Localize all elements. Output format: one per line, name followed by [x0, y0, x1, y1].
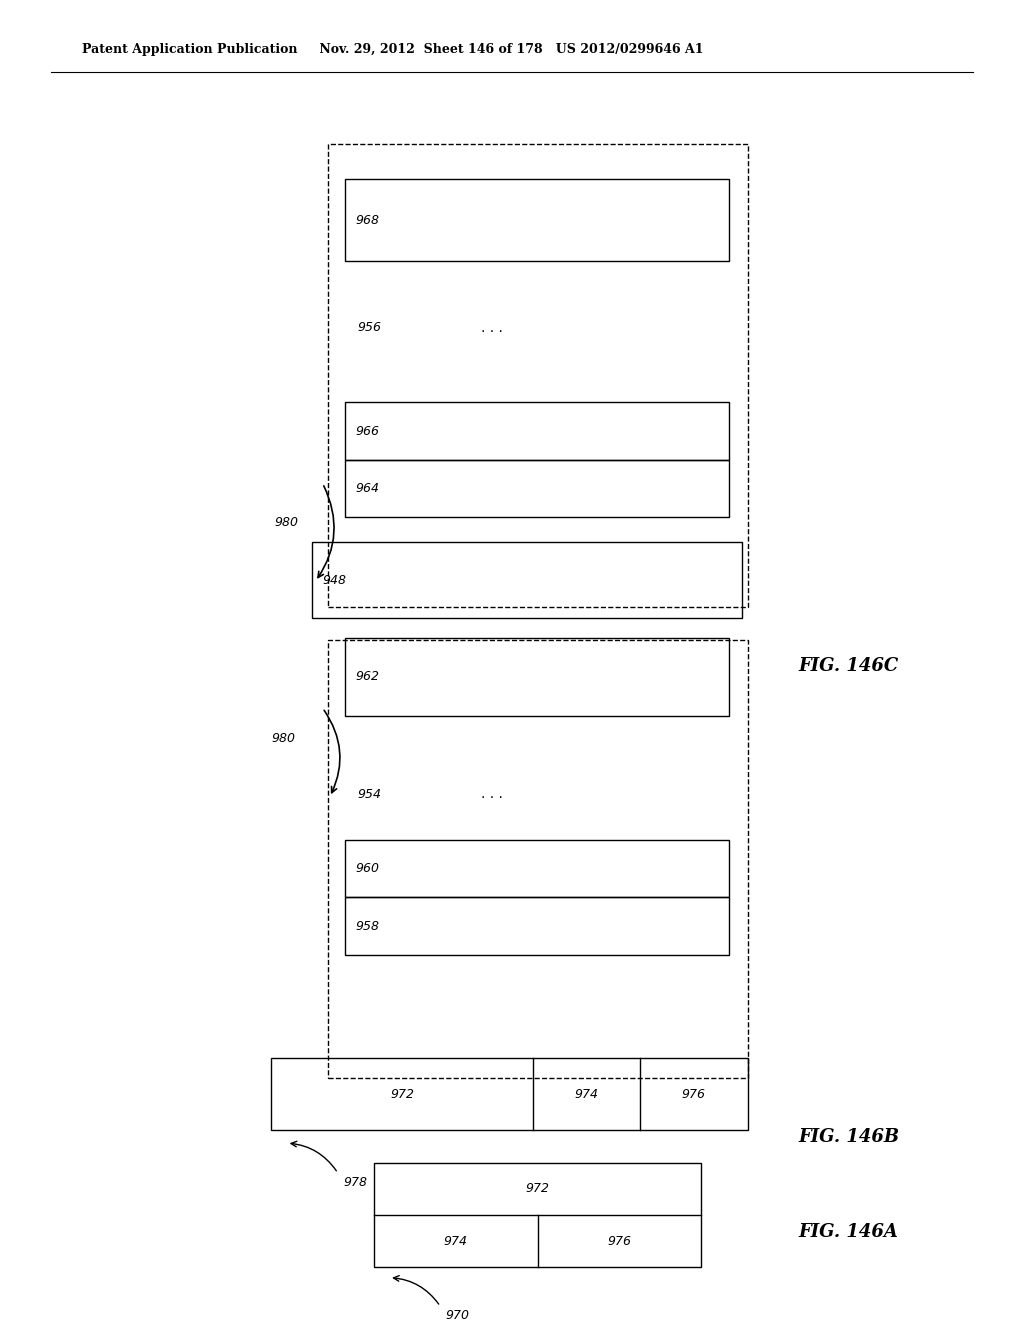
Text: 972: 972 — [390, 1088, 415, 1101]
Text: FIG. 146A: FIG. 146A — [799, 1222, 899, 1241]
Text: 980: 980 — [274, 516, 298, 529]
Text: 956: 956 — [357, 321, 381, 334]
Text: . . .: . . . — [481, 321, 503, 335]
Text: . . .: . . . — [481, 787, 503, 801]
Text: 948: 948 — [323, 573, 346, 586]
Text: 972: 972 — [525, 1183, 550, 1196]
Text: 974: 974 — [574, 1088, 599, 1101]
Text: 962: 962 — [355, 671, 379, 684]
Text: 976: 976 — [607, 1234, 632, 1247]
Text: 966: 966 — [355, 425, 379, 438]
Text: 976: 976 — [682, 1088, 706, 1101]
Text: 958: 958 — [355, 920, 379, 933]
Text: 974: 974 — [443, 1234, 468, 1247]
Text: 960: 960 — [355, 862, 379, 875]
Text: 968: 968 — [355, 214, 379, 227]
Text: 954: 954 — [357, 788, 381, 801]
Text: 964: 964 — [355, 482, 379, 495]
Text: FIG. 146C: FIG. 146C — [799, 657, 899, 676]
Text: Patent Application Publication     Nov. 29, 2012  Sheet 146 of 178   US 2012/029: Patent Application Publication Nov. 29, … — [82, 44, 703, 57]
Text: FIG. 146B: FIG. 146B — [799, 1127, 900, 1146]
Text: 970: 970 — [445, 1309, 469, 1320]
Text: 980: 980 — [271, 731, 295, 744]
Text: 978: 978 — [343, 1176, 367, 1189]
